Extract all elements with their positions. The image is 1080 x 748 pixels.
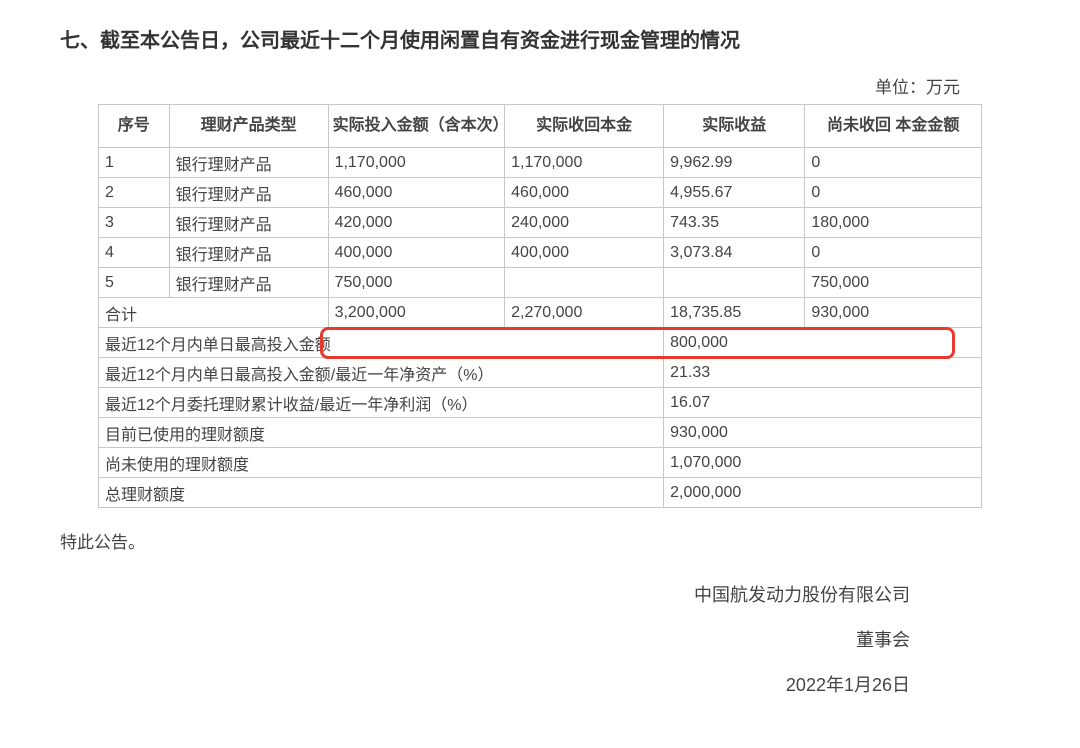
table-total-row: 合计3,200,0002,270,00018,735.85930,000 bbox=[99, 298, 982, 328]
table-cell: 750,000 bbox=[805, 268, 982, 298]
financial-table: 序号理财产品类型实际投入金额（含本次）实际收回本金实际收益尚未收回 本金金额 1… bbox=[98, 104, 982, 508]
table-header-row: 序号理财产品类型实际投入金额（含本次）实际收回本金实际收益尚未收回 本金金额 bbox=[99, 105, 982, 148]
table-total-body: 合计3,200,0002,270,00018,735.85930,000 bbox=[99, 298, 982, 328]
table-cell: 460,000 bbox=[505, 178, 664, 208]
signature-company: 中国航发动力股份有限公司 bbox=[60, 573, 910, 618]
table-cell: 240,000 bbox=[505, 208, 664, 238]
table-header-cell: 实际收益 bbox=[664, 105, 805, 148]
table-row: 4银行理财产品400,000400,0003,073.840 bbox=[99, 238, 982, 268]
summary-label-cell: 最近12个月委托理财累计收益/最近一年净利润（%） bbox=[99, 388, 664, 418]
table-header-cell: 实际投入金额（含本次） bbox=[328, 105, 505, 148]
section-title: 七、截至本公告日，公司最近十二个月使用闲置自有资金进行现金管理的情况 bbox=[60, 24, 1020, 53]
table-cell: 0 bbox=[805, 238, 982, 268]
table-cell: 750,000 bbox=[328, 268, 505, 298]
table-row: 1银行理财产品1,170,0001,170,0009,962.990 bbox=[99, 148, 982, 178]
table-cell: 743.35 bbox=[664, 208, 805, 238]
table-cell: 4 bbox=[99, 238, 170, 268]
table-cell: 1,170,000 bbox=[328, 148, 505, 178]
summary-value-cell: 1,070,000 bbox=[664, 448, 982, 478]
table-summary-row: 总理财额度2,000,000 bbox=[99, 478, 982, 508]
table-cell: 1,170,000 bbox=[505, 148, 664, 178]
table-cell: 0 bbox=[805, 148, 982, 178]
summary-label-cell: 目前已使用的理财额度 bbox=[99, 418, 664, 448]
table-summary-row: 尚未使用的理财额度1,070,000 bbox=[99, 448, 982, 478]
table-cell: 460,000 bbox=[328, 178, 505, 208]
summary-label-cell: 总理财额度 bbox=[99, 478, 664, 508]
table-cell: 银行理财产品 bbox=[169, 268, 328, 298]
signature-block: 中国航发动力股份有限公司 董事会 2022年1月26日 bbox=[60, 573, 1020, 708]
table-cell: 3,073.84 bbox=[664, 238, 805, 268]
table-header-cell: 理财产品类型 bbox=[169, 105, 328, 148]
signature-board: 董事会 bbox=[60, 618, 910, 663]
table-cell bbox=[505, 268, 664, 298]
table-cell: 420,000 bbox=[328, 208, 505, 238]
summary-label-cell: 最近12个月内单日最高投入金额 bbox=[99, 328, 664, 358]
table-cell bbox=[664, 268, 805, 298]
signature-date: 2022年1月26日 bbox=[60, 663, 910, 708]
table-cell: 银行理财产品 bbox=[169, 178, 328, 208]
table-cell: 4,955.67 bbox=[664, 178, 805, 208]
table-summary-body: 最近12个月内单日最高投入金额800,000最近12个月内单日最高投入金额/最近… bbox=[99, 328, 982, 508]
table-cell: 3 bbox=[99, 208, 170, 238]
table-cell: 9,962.99 bbox=[664, 148, 805, 178]
summary-value-cell: 21.33 bbox=[664, 358, 982, 388]
table-cell: 银行理财产品 bbox=[169, 238, 328, 268]
table-cell: 2 bbox=[99, 178, 170, 208]
table-cell: 3,200,000 bbox=[328, 298, 505, 328]
summary-value-cell: 800,000 bbox=[664, 328, 982, 358]
table-row: 2银行理财产品460,000460,0004,955.670 bbox=[99, 178, 982, 208]
table-cell: 5 bbox=[99, 268, 170, 298]
summary-label-cell: 尚未使用的理财额度 bbox=[99, 448, 664, 478]
table-summary-row: 最近12个月内单日最高投入金额/最近一年净资产（%）21.33 bbox=[99, 358, 982, 388]
table-cell: 400,000 bbox=[505, 238, 664, 268]
unit-label: 单位：万元 bbox=[60, 73, 1020, 98]
summary-value-cell: 16.07 bbox=[664, 388, 982, 418]
table-summary-row: 最近12个月委托理财累计收益/最近一年净利润（%）16.07 bbox=[99, 388, 982, 418]
table-cell-total-label: 合计 bbox=[99, 298, 329, 328]
table-cell: 1 bbox=[99, 148, 170, 178]
table-cell: 银行理财产品 bbox=[169, 148, 328, 178]
footer-note: 特此公告。 bbox=[60, 528, 1020, 553]
table-cell: 18,735.85 bbox=[664, 298, 805, 328]
table-cell: 930,000 bbox=[805, 298, 982, 328]
table-cell: 2,270,000 bbox=[505, 298, 664, 328]
table-cell: 0 bbox=[805, 178, 982, 208]
table-header-cell: 实际收回本金 bbox=[505, 105, 664, 148]
table-cell: 180,000 bbox=[805, 208, 982, 238]
table-row: 3银行理财产品420,000240,000743.35180,000 bbox=[99, 208, 982, 238]
table-body: 1银行理财产品1,170,0001,170,0009,962.9902银行理财产… bbox=[99, 148, 982, 298]
table-cell: 银行理财产品 bbox=[169, 208, 328, 238]
summary-value-cell: 930,000 bbox=[664, 418, 982, 448]
table-row: 5银行理财产品750,000750,000 bbox=[99, 268, 982, 298]
table-header-cell: 尚未收回 本金金额 bbox=[805, 105, 982, 148]
table-summary-row: 目前已使用的理财额度930,000 bbox=[99, 418, 982, 448]
summary-value-cell: 2,000,000 bbox=[664, 478, 982, 508]
table-cell: 400,000 bbox=[328, 238, 505, 268]
table-summary-row: 最近12个月内单日最高投入金额800,000 bbox=[99, 328, 982, 358]
summary-label-cell: 最近12个月内单日最高投入金额/最近一年净资产（%） bbox=[99, 358, 664, 388]
table-container: 序号理财产品类型实际投入金额（含本次）实际收回本金实际收益尚未收回 本金金额 1… bbox=[60, 104, 1020, 508]
table-header-cell: 序号 bbox=[99, 105, 170, 148]
